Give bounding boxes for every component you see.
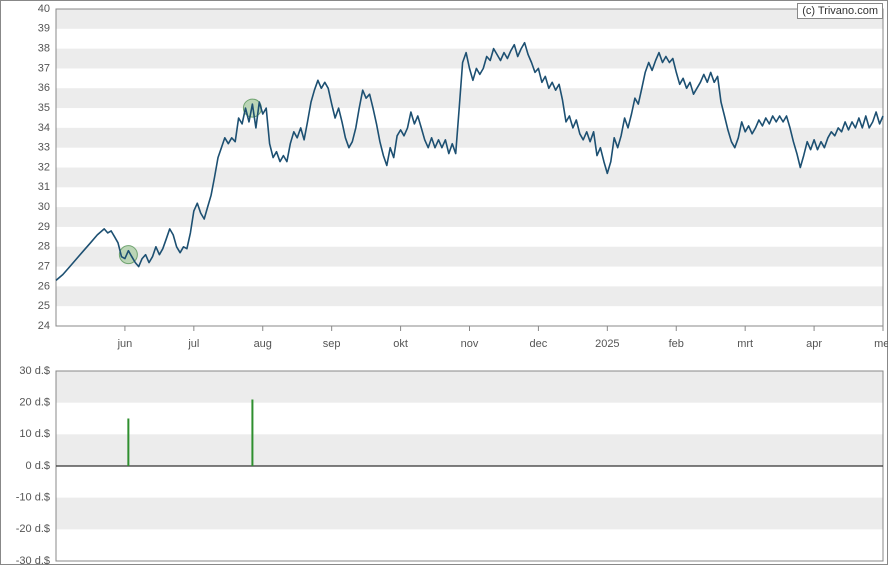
svg-text:jul: jul bbox=[187, 338, 199, 350]
svg-text:27: 27 bbox=[38, 260, 50, 272]
svg-text:2025: 2025 bbox=[595, 338, 619, 350]
svg-text:32: 32 bbox=[38, 161, 50, 173]
chart-container: (c) Trivano.com 24 25 26 27 28 29 30 31 32 33 34 35… bbox=[0, 0, 888, 565]
svg-text:35: 35 bbox=[38, 102, 50, 114]
svg-text:20 d.$: 20 d.$ bbox=[19, 397, 50, 409]
svg-text:30: 30 bbox=[38, 201, 50, 213]
svg-text:dec: dec bbox=[530, 338, 548, 350]
svg-text:okt: okt bbox=[393, 338, 408, 350]
volume-bar bbox=[127, 419, 129, 467]
svg-text:nov: nov bbox=[461, 338, 479, 350]
svg-text:39: 39 bbox=[38, 23, 50, 35]
svg-text:40: 40 bbox=[38, 3, 50, 15]
svg-text:sep: sep bbox=[323, 338, 341, 350]
svg-text:feb: feb bbox=[669, 338, 684, 350]
svg-text:-10 d.$: -10 d.$ bbox=[16, 492, 50, 504]
price-chart: 24 25 26 27 28 29 30 31 32 33 34 35 36 37 38 39 40 jun jul… bbox=[38, 3, 888, 350]
svg-text:-20 d.$: -20 d.$ bbox=[16, 523, 50, 535]
svg-text:33: 33 bbox=[38, 142, 50, 154]
price-line bbox=[56, 43, 883, 281]
svg-text:31: 31 bbox=[38, 181, 50, 193]
svg-text:apr: apr bbox=[806, 338, 822, 350]
svg-text:29: 29 bbox=[38, 221, 50, 233]
svg-text:26: 26 bbox=[38, 280, 50, 292]
svg-text:37: 37 bbox=[38, 62, 50, 74]
svg-text:-30 d.$: -30 d.$ bbox=[16, 555, 50, 566]
svg-text:24: 24 bbox=[38, 320, 50, 332]
svg-text:25: 25 bbox=[38, 300, 50, 312]
svg-text:38: 38 bbox=[38, 43, 50, 55]
svg-text:10 d.$: 10 d.$ bbox=[19, 428, 50, 440]
svg-text:mrt: mrt bbox=[737, 338, 753, 350]
svg-text:34: 34 bbox=[38, 122, 50, 134]
svg-text:aug: aug bbox=[254, 338, 272, 350]
svg-text:36: 36 bbox=[38, 82, 50, 94]
svg-text:30 d.$: 30 d.$ bbox=[19, 365, 50, 377]
svg-text:jun: jun bbox=[117, 338, 133, 350]
volume-chart: -30 d.$ -20 d.$ -10 d.$ 0 d.$ 10 d.$ 20 d.$ 30… bbox=[16, 365, 883, 566]
volume-bar bbox=[251, 400, 253, 467]
svg-text:mei: mei bbox=[874, 338, 888, 350]
chart-svg: 24 25 26 27 28 29 30 31 32 33 34 35 36 37 38 39 40 jun jul… bbox=[1, 1, 888, 566]
svg-text:0 d.$: 0 d.$ bbox=[26, 460, 50, 472]
attribution-label: (c) Trivano.com bbox=[797, 3, 883, 19]
svg-text:28: 28 bbox=[38, 241, 50, 253]
